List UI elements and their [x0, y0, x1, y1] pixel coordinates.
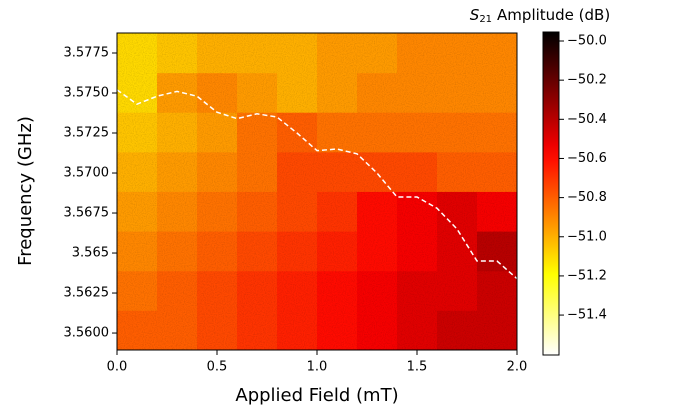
x-tick-label: 0.5 [207, 360, 228, 375]
y-tick-label: 3.5700 [64, 166, 110, 181]
x-tick-label: 1.5 [407, 360, 428, 375]
y-tick-label: 3.5675 [64, 206, 110, 221]
colorbar-subscript: 21 [479, 14, 492, 25]
colorbar-tick-label: −50.4 [567, 112, 607, 127]
overlay [117, 89, 517, 280]
colorbar-tick-label: −50.0 [567, 34, 607, 49]
colorbar-tick-label: −50.6 [567, 151, 607, 166]
y-tick-label: 3.5750 [64, 86, 110, 101]
colorbar-text: Amplitude (dB) [497, 6, 610, 24]
y-tick-label: 3.5600 [64, 326, 110, 341]
fit-line [117, 89, 517, 280]
colorbar-title: S21 Amplitude (dB) [470, 6, 610, 26]
x-tick-label: 1.0 [307, 360, 328, 375]
y-tick-label: 3.5625 [64, 286, 110, 301]
noise-texture [117, 33, 517, 350]
colorbar-tick-label: −50.8 [567, 190, 607, 205]
x-axis-label: Applied Field (mT) [235, 385, 398, 406]
x-tick-label: 2.0 [507, 360, 528, 375]
colorbar-symbol: S [470, 6, 480, 24]
y-axis-label: Frequency (GHz) [15, 116, 36, 266]
colorbar-tick-label: −51.0 [567, 229, 607, 244]
y-tick-label: 3.5725 [64, 126, 110, 141]
y-tick-label: 3.565 [72, 246, 109, 261]
colorbar-tick-label: −50.2 [567, 73, 607, 88]
colorbar [542, 31, 560, 356]
colorbar-tick-label: −51.2 [567, 268, 607, 283]
x-tick-label: 0.0 [107, 360, 128, 375]
y-tick-label: 3.5775 [64, 46, 110, 61]
colorbar-tick-label: −51.4 [567, 308, 607, 323]
